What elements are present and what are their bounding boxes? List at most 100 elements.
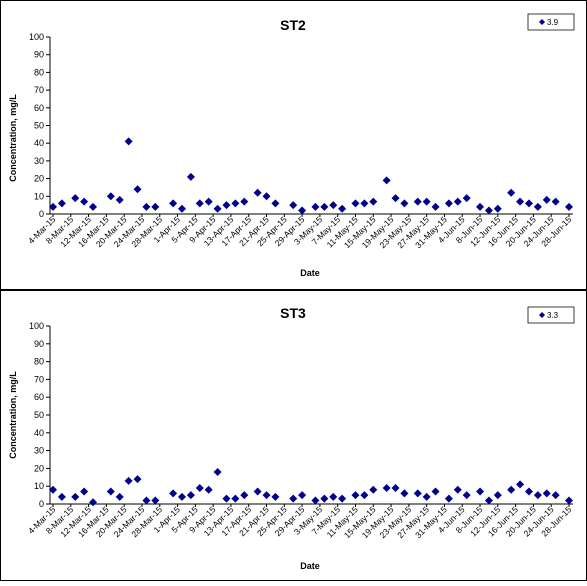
data-point xyxy=(169,489,178,498)
legend-marker-icon xyxy=(539,312,545,318)
data-point xyxy=(49,202,57,211)
y-tick-label: 20 xyxy=(34,463,44,473)
data-point xyxy=(133,475,142,484)
y-tick-label: 10 xyxy=(34,481,44,491)
data-point xyxy=(476,202,485,211)
data-point xyxy=(222,494,231,503)
legend-label: 3.9 xyxy=(547,18,559,27)
data-point xyxy=(151,496,160,505)
data-point xyxy=(431,487,440,496)
data-point xyxy=(71,194,80,203)
y-tick-label: 90 xyxy=(34,50,44,60)
data-point xyxy=(106,487,115,496)
data-point xyxy=(186,172,195,181)
legend-box xyxy=(527,306,575,324)
data-point xyxy=(382,483,391,492)
data-point xyxy=(400,489,409,498)
data-point xyxy=(213,204,222,213)
y-tick-label: 40 xyxy=(34,138,44,148)
y-tick-label: 80 xyxy=(34,67,44,77)
data-point xyxy=(115,195,124,204)
data-point xyxy=(106,192,115,201)
data-point xyxy=(382,176,391,185)
x-axis-label: Date xyxy=(300,561,320,571)
data-point xyxy=(57,492,66,501)
data-point xyxy=(462,491,471,500)
data-point xyxy=(453,197,462,206)
data-point xyxy=(240,197,249,206)
data-point xyxy=(484,496,493,505)
data-point xyxy=(476,487,485,496)
data-point xyxy=(169,199,178,208)
data-point xyxy=(49,485,57,494)
data-point xyxy=(507,485,516,494)
data-point xyxy=(124,476,133,485)
data-point xyxy=(565,496,573,505)
y-tick-label: 0 xyxy=(39,499,44,509)
data-point xyxy=(369,485,378,494)
chart-title: ST2 xyxy=(280,17,306,33)
data-point xyxy=(222,201,231,210)
data-point xyxy=(204,197,213,206)
data-point xyxy=(271,199,280,208)
data-point xyxy=(231,199,240,208)
y-tick-label: 30 xyxy=(34,446,44,456)
chart-title: ST3 xyxy=(280,305,306,321)
data-point xyxy=(533,491,542,500)
data-point xyxy=(542,489,551,498)
y-tick-label: 40 xyxy=(34,428,44,438)
data-point xyxy=(493,491,502,500)
data-point xyxy=(320,202,329,211)
data-point xyxy=(484,206,493,215)
data-point xyxy=(422,492,431,501)
y-tick-label: 100 xyxy=(29,321,44,331)
chart-panel-st3: ST3 Concentration, mg/L Date 3.3 0 10 20 30… xyxy=(0,290,587,581)
data-point xyxy=(542,195,551,204)
chart-panel-st2: ST2 Concentration, mg/L Date 3.9 0 10 20 30… xyxy=(0,0,587,290)
data-point xyxy=(204,485,213,494)
data-point xyxy=(533,202,542,211)
chart-frame xyxy=(0,290,587,581)
legend-box xyxy=(527,13,575,31)
data-point xyxy=(240,491,249,500)
data-point xyxy=(289,494,298,503)
data-point xyxy=(462,194,471,203)
data-point xyxy=(80,487,89,496)
y-tick-label: 60 xyxy=(34,103,44,113)
data-point xyxy=(516,197,525,206)
data-point xyxy=(311,202,320,211)
data-point xyxy=(213,467,222,476)
data-point xyxy=(360,199,369,208)
y-tick-label: 0 xyxy=(39,209,44,219)
data-point xyxy=(253,487,262,496)
data-point xyxy=(80,197,89,206)
data-point xyxy=(89,498,98,507)
data-point xyxy=(298,206,307,215)
y-tick-label: 100 xyxy=(29,32,44,42)
data-point xyxy=(431,202,440,211)
data-point xyxy=(565,202,573,211)
data-point xyxy=(551,197,560,206)
data-point xyxy=(320,494,329,503)
y-tick-label: 20 xyxy=(34,174,44,184)
data-point xyxy=(413,489,422,498)
data-point xyxy=(253,188,262,197)
data-point xyxy=(115,492,124,501)
data-point xyxy=(507,188,516,197)
data-point xyxy=(369,197,378,206)
y-tick-label: 60 xyxy=(34,392,44,402)
data-point xyxy=(391,194,400,203)
legend: 3.3 xyxy=(527,306,575,324)
data-point xyxy=(186,491,195,500)
x-axis-label: Date xyxy=(300,268,320,278)
data-point xyxy=(311,496,320,505)
data-point xyxy=(444,494,453,503)
y-tick-label: 90 xyxy=(34,339,44,349)
data-point xyxy=(195,199,204,208)
y-tick-label: 70 xyxy=(34,85,44,95)
data-point xyxy=(493,204,502,213)
data-point xyxy=(391,483,400,492)
data-point xyxy=(133,185,142,194)
data-point xyxy=(289,201,298,210)
